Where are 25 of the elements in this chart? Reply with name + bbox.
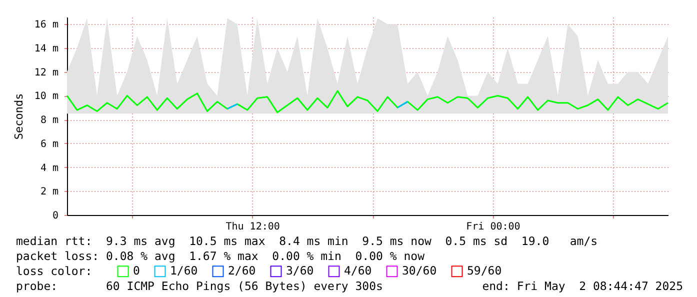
text: median rtt: 9.3 ms avg 10.5 ms max 8.4 ms min 9.5 ms now 0.5 ms sd 19.0 am/s	[16, 234, 598, 248]
legend-label: 1/60	[170, 263, 198, 278]
y-tick-label: 12 m	[34, 67, 58, 78]
legend-label: 59/60	[467, 263, 502, 278]
y-tick-label: 6 m	[40, 138, 58, 150]
y-tick-label: 16 m	[34, 20, 58, 31]
legend-label: 30/60	[402, 263, 437, 278]
line-series	[66, 90, 669, 114]
text: probe: 60 ICMP Echo Pings (56 Bytes) every 300s	[16, 279, 383, 293]
legend-label: 3/60	[286, 263, 314, 278]
x-tick-label: Thu 12:00	[226, 222, 280, 232]
x-tick-label: Fri 00:00	[466, 222, 520, 232]
legend-title: loss color:	[16, 264, 92, 278]
y-axis-title: Seconds	[12, 93, 26, 140]
legend-label: 2/60	[228, 263, 256, 278]
y-tick-label: 4 m	[40, 162, 58, 174]
y-tick-label: 10 m	[34, 91, 58, 102]
y-tick-label: 14 m	[34, 44, 58, 55]
y-tick-label: 0	[52, 210, 58, 222]
text: end: Fri May 2 08:44:47 2025	[482, 279, 683, 293]
y-tick-label: 2 m	[40, 186, 58, 198]
legend-label: 0	[133, 263, 140, 278]
legend-label: 4/60	[344, 263, 372, 278]
text: packet loss: 0.08 % avg 1.67 % max 0.00 % min 0.00 % now	[16, 249, 424, 263]
y-tick-label: 8 m	[40, 115, 58, 126]
